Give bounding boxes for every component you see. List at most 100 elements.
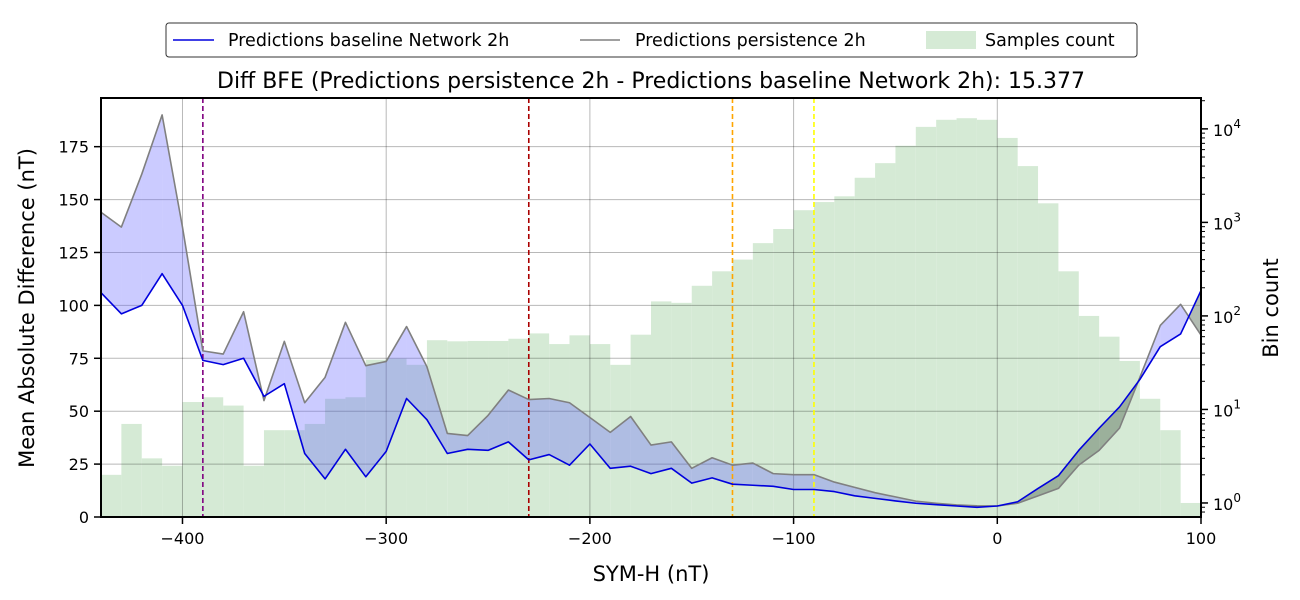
difference-fill-segment [732,463,753,486]
difference-fill-segment [773,473,794,490]
histogram-bar [813,202,835,517]
difference-fill-segment [467,415,489,451]
histogram-bar [528,333,550,517]
difference-fill-segment [141,114,163,306]
difference-fill-segment [447,433,468,454]
difference-fill-segment [488,390,509,451]
y2-tick-label: 102 [1213,304,1241,327]
histogram-bar [854,177,876,517]
histogram-bar [284,430,305,517]
y-tick-label: 100 [58,296,89,315]
y-axis-label: Mean Absolute Difference (nT) [15,148,39,468]
difference-fill-segment [691,457,713,484]
x-tick-label: −100 [772,529,816,548]
histogram-bar [243,465,264,517]
y-tick-label: 125 [58,243,89,262]
histogram-bar [1078,315,1100,517]
legend-label-baseline: Predictions baseline Network 2h [228,31,509,51]
difference-fill-segment [569,402,590,466]
y2-axis-label: Bin count [1259,258,1283,357]
difference-fill-segment [1058,450,1079,489]
plot-frame [100,97,1202,518]
legend: Predictions baseline Network 2h Predicti… [165,22,1138,58]
difference-fill-segment [1188,290,1201,336]
difference-fill-segment [589,417,611,469]
difference-fill-segment [1160,304,1181,347]
difference-fill-segment [345,322,366,477]
difference-fill-segment [121,174,142,314]
histogram-bar [589,344,611,517]
y-axis-ticks: 0 25 50 75 100 125 150 175 [58,138,101,527]
histogram-bar [569,335,590,517]
histogram-bar [1099,336,1120,517]
histogram-bar [691,285,713,517]
difference-fill-segment [813,474,835,492]
y-tick-label: 175 [58,138,89,157]
grid-lines [101,98,1201,517]
difference-fill-segment [365,361,387,477]
histogram-bar [325,398,346,517]
x-tick-label: 0 [992,529,1002,548]
y-tick-label: 75 [69,349,89,368]
y2-axis-ticks: 100 101 102 103 104 [1201,100,1241,514]
difference-fill-segment [426,366,448,454]
y2-tick-label: 103 [1213,210,1241,233]
histogram-bar [549,344,570,517]
x-axis-ticks: −400 −300 −200 −100 0 100 [161,517,1217,548]
histogram-bar [793,210,814,517]
difference-fill-segment [549,398,570,466]
difference-fill-segment [854,487,876,499]
difference-fill-segment [325,322,346,479]
histogram-bar [752,243,774,518]
histogram-bar [936,119,957,517]
x-tick-label: 100 [1186,529,1217,548]
histogram-bar [997,137,1018,517]
series-lines [100,114,1202,509]
x-tick-label: −400 [161,529,205,548]
y-tick-label: 50 [69,402,89,421]
histogram-bar [712,271,733,517]
difference-fill-segment [651,441,672,474]
legend-frame [165,22,1138,58]
histogram-bar [671,302,692,517]
histogram-bar [182,402,203,517]
difference-fill-segment [528,398,550,460]
histogram-bar [365,359,387,517]
difference-fill-segment [1078,428,1100,466]
difference-fill-segment [406,326,427,420]
series-line-persistence [100,114,1202,507]
threshold-lines [202,98,815,517]
difference-fill-segment [1180,304,1189,334]
legend-swatch-samples [926,31,976,49]
difference-fill-segment [793,474,814,490]
histogram-bar [508,338,529,517]
histogram-bar [1139,398,1161,517]
histogram-bar [304,423,326,517]
histogram-bar [651,301,672,517]
histogram-bar [447,341,468,517]
y2-tick-label: 101 [1213,397,1241,420]
difference-fill-segment [304,377,326,479]
x-tick-label: −200 [568,529,612,548]
y-tick-label: 150 [58,191,89,210]
difference-fill-segment [386,326,407,452]
difference-fill-segment [1038,475,1059,496]
histogram-bar [732,259,753,517]
legend-label-samples: Samples count [985,31,1115,51]
legend-label-persistence: Predictions persistence 2h [635,31,866,51]
histogram-bar [345,397,366,517]
difference-fill-segment [1099,406,1120,451]
histogram-bar [467,340,489,517]
histogram-bar [773,228,794,517]
y2-tick-label: 100 [1213,491,1241,514]
histogram-bar [976,119,998,517]
histogram-bar [915,126,937,517]
histogram-bar [488,340,509,517]
histogram-bar [895,145,916,517]
histogram-bar [1180,502,1201,517]
histogram-bars [101,118,1201,518]
y2-tick-label: 104 [1213,117,1241,140]
difference-fill-segment [508,390,529,460]
difference-fill-segment [630,416,651,474]
chart-title: Diff BFE (Predictions persistence 2h - P… [217,69,1085,94]
